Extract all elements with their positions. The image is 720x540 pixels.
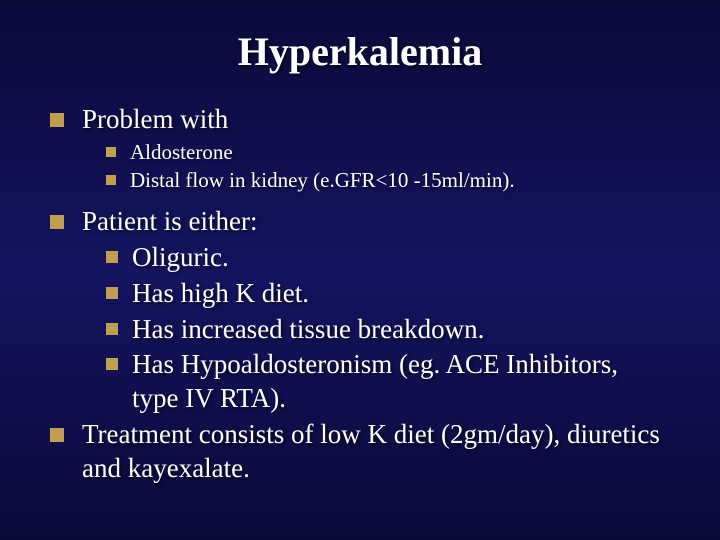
bullet-icon bbox=[106, 251, 118, 263]
bullet-l3: Oliguric. bbox=[106, 241, 670, 275]
bullet-text: Aldosterone bbox=[130, 139, 233, 165]
bullet-l1: Patient is either: bbox=[50, 205, 670, 239]
bullet-text: Distal flow in kidney (e.GFR<10 -15ml/mi… bbox=[130, 167, 515, 193]
bullet-icon bbox=[106, 175, 116, 185]
bullet-l2: Aldosterone bbox=[106, 139, 670, 165]
bullet-text: Patient is either: bbox=[82, 205, 257, 239]
bullet-l2: Distal flow in kidney (e.GFR<10 -15ml/mi… bbox=[106, 167, 670, 193]
bullet-icon bbox=[50, 113, 64, 127]
bullet-icon bbox=[50, 428, 64, 442]
bullet-icon bbox=[106, 287, 118, 299]
bullet-l3: Has Hypoaldosteronism (eg. ACE Inhibitor… bbox=[106, 348, 670, 416]
bullet-l3: Has high K diet. bbox=[106, 277, 670, 311]
bullet-text: Treatment consists of low K diet (2gm/da… bbox=[82, 418, 670, 486]
bullet-text: Oliguric. bbox=[132, 241, 229, 275]
bullet-text: Has increased tissue breakdown. bbox=[132, 313, 484, 347]
bullet-l3: Has increased tissue breakdown. bbox=[106, 313, 670, 347]
bullet-l1: Treatment consists of low K diet (2gm/da… bbox=[50, 418, 670, 486]
bullet-icon bbox=[50, 215, 64, 229]
bullet-icon bbox=[106, 323, 118, 335]
bullet-text: Has Hypoaldosteronism (eg. ACE Inhibitor… bbox=[132, 348, 670, 416]
bullet-l1: Problem with bbox=[50, 103, 670, 137]
slide-title: Hyperkalemia bbox=[50, 28, 670, 75]
bullet-icon bbox=[106, 358, 118, 370]
bullet-text: Problem with bbox=[82, 103, 228, 137]
bullet-text: Has high K diet. bbox=[132, 277, 309, 311]
bullet-icon bbox=[106, 147, 116, 157]
